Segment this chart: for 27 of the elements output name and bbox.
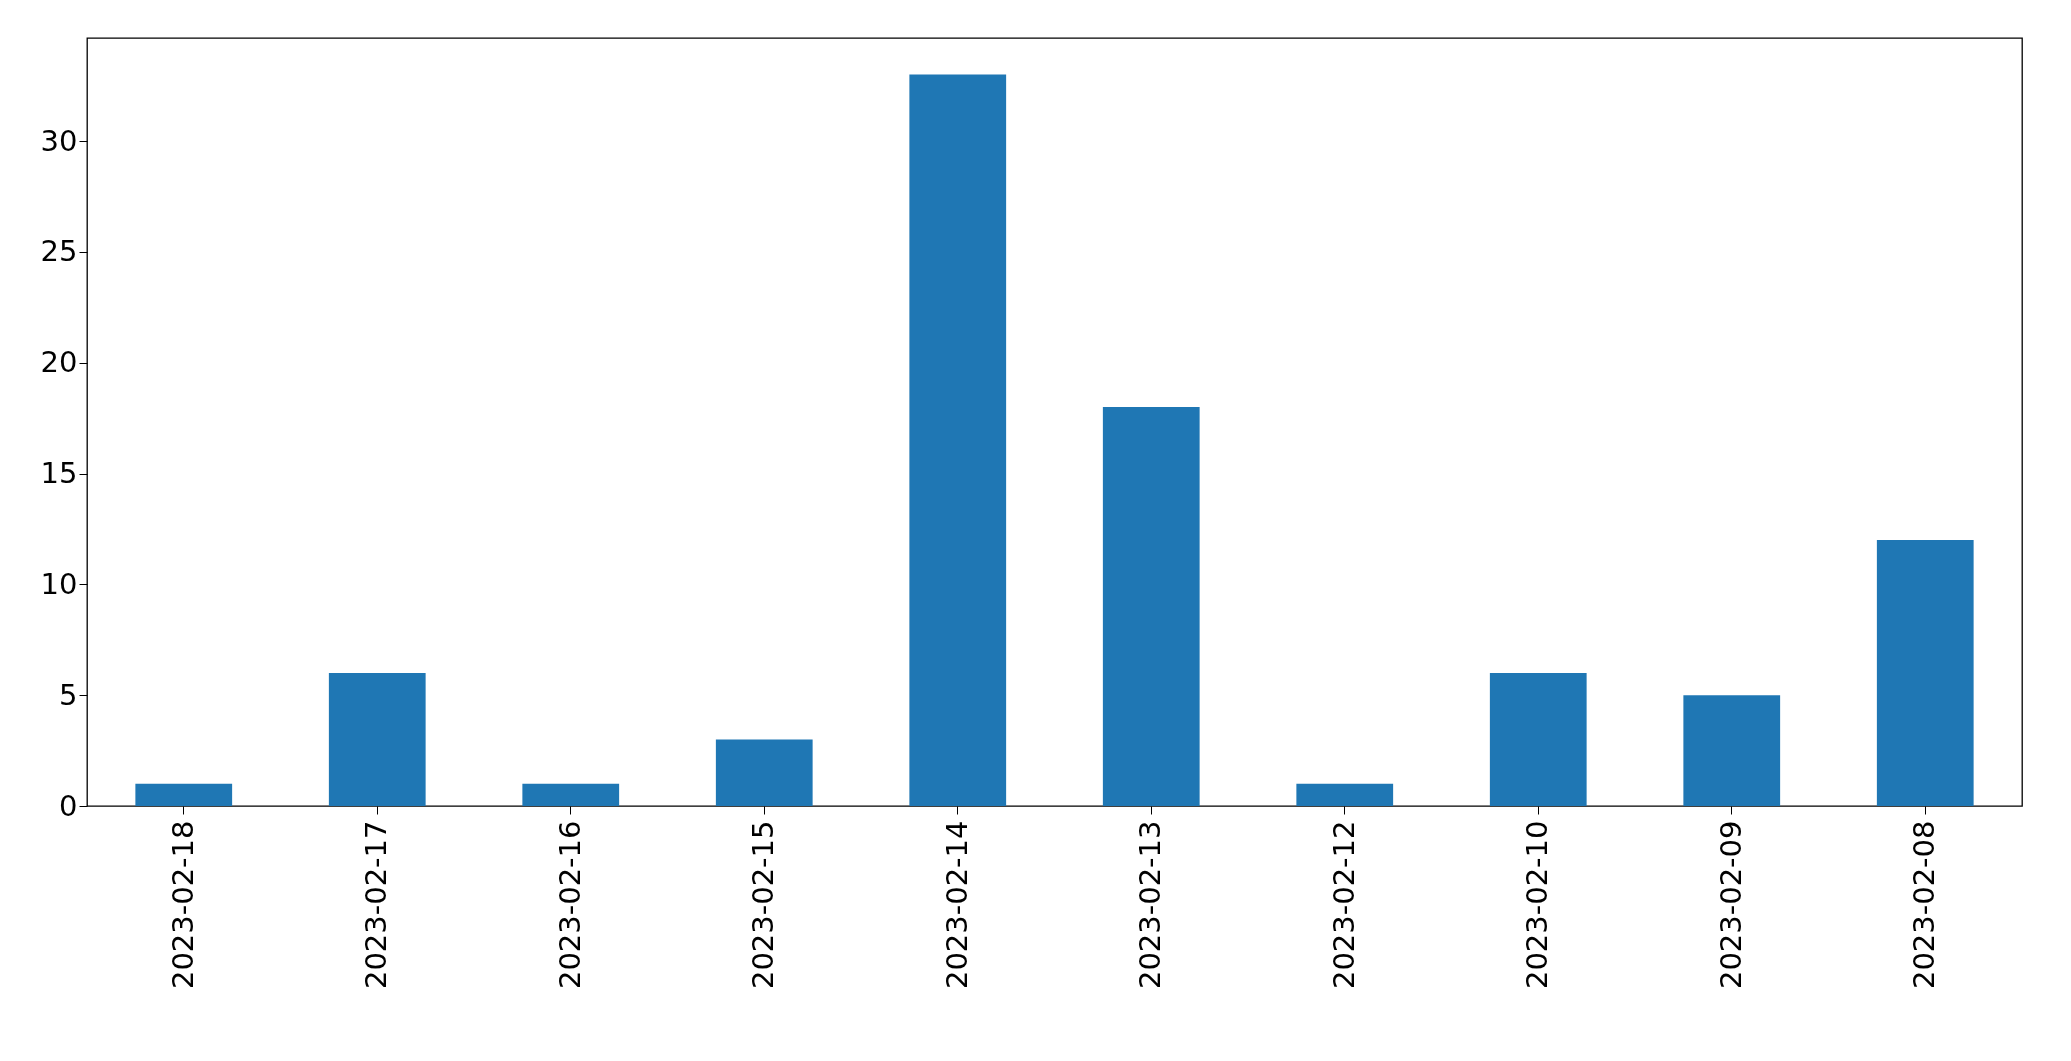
y-tick-label: 15 — [40, 456, 78, 491]
x-tick-label: 2023-02-16 — [552, 820, 587, 990]
x-tick-label: 2023-02-14 — [939, 820, 974, 990]
bar — [1683, 695, 1781, 806]
x-tick-label: 2023-02-18 — [165, 820, 200, 990]
bar — [909, 74, 1007, 806]
bar — [715, 739, 813, 806]
bar — [328, 673, 426, 806]
bar — [522, 783, 620, 806]
bar — [1296, 783, 1394, 806]
y-tick-label: 0 — [59, 788, 78, 823]
bar — [1876, 540, 1974, 806]
y-tick-label: 20 — [40, 345, 78, 380]
x-tick-label: 2023-02-15 — [746, 820, 781, 990]
bar — [1102, 407, 1200, 806]
y-tick-label: 5 — [59, 677, 78, 712]
y-tick-label: 25 — [40, 234, 78, 269]
x-tick-label: 2023-02-13 — [1133, 820, 1168, 990]
x-tick-label: 2023-02-12 — [1326, 820, 1361, 990]
x-tick-label: 2023-02-08 — [1907, 820, 1942, 990]
y-tick-label: 10 — [40, 566, 78, 601]
bar — [135, 783, 233, 806]
bar — [1489, 673, 1587, 806]
x-tick-label: 2023-02-09 — [1713, 820, 1748, 990]
x-tick-label: 2023-02-10 — [1520, 820, 1555, 990]
y-tick-label: 30 — [40, 123, 78, 158]
x-tick-label: 2023-02-17 — [359, 820, 394, 990]
